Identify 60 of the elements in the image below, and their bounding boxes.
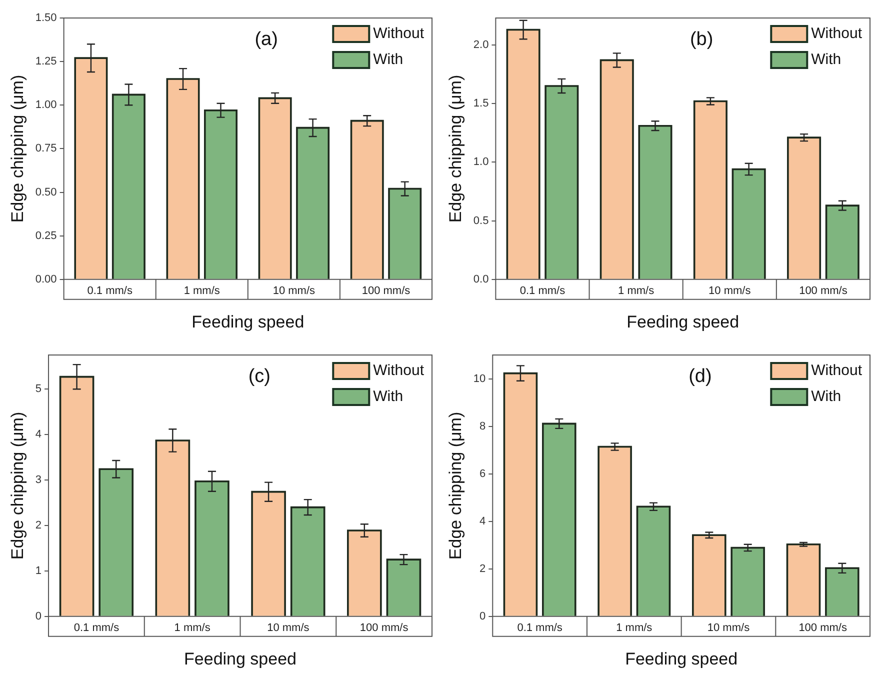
y-axis-title: Edge chipping (μm) <box>8 74 27 223</box>
legend-label: Without <box>373 25 425 42</box>
y-tick-label: 0 <box>480 610 486 622</box>
x-tick-label: 0.1 mm/s <box>74 622 120 634</box>
x-axis-title: Feeding speed <box>184 649 296 668</box>
x-tick-label: 100 mm/s <box>798 622 848 634</box>
y-tick-label: 3 <box>35 474 42 486</box>
legend-label: With <box>373 51 404 68</box>
y-axis-title: Edge chipping (μm) <box>8 412 27 560</box>
y-tick-label: 2 <box>35 520 42 532</box>
y-tick-label: 0.5 <box>473 214 489 227</box>
y-tick-label: 5 <box>35 383 42 396</box>
y-tick-label: 0.50 <box>35 186 57 198</box>
legend-label: Without <box>811 25 863 42</box>
y-axis-title: Edge chipping (μm) <box>446 74 465 223</box>
y-tick-label: 8 <box>480 420 486 432</box>
y-tick-label: 4 <box>35 428 42 441</box>
y-tick-label: 1 <box>35 564 42 577</box>
text: (b) <box>690 29 714 50</box>
y-tick-label: 0.0 <box>473 273 489 286</box>
y-tick-label: 1.00 <box>35 99 57 112</box>
x-tick-label: 0.1 mm/s <box>87 285 133 298</box>
y-tick-label: 1.5 <box>473 98 489 110</box>
y-tick-label: 2 <box>480 562 486 575</box>
x-tick-label: 1 mm/s <box>618 285 655 298</box>
y-tick-label: 0.25 <box>35 230 57 242</box>
x-tick-label: 0.1 mm/s <box>517 622 563 634</box>
legend-label: Without <box>811 362 863 380</box>
legend-label: With <box>811 388 842 406</box>
x-tick-label: 100 mm/s <box>360 622 409 634</box>
y-tick-label: 1.0 <box>473 156 489 168</box>
y-tick-label: 0 <box>35 610 42 622</box>
y-tick-label: 4 <box>480 515 486 528</box>
legend-label: Without <box>373 362 425 380</box>
y-axis-title: Edge chipping (μm) <box>446 412 465 560</box>
x-axis-title: Feeding speed <box>192 312 304 332</box>
text: (c) <box>248 366 271 388</box>
text: (d) <box>688 366 712 388</box>
x-tick-label: 1 mm/s <box>616 622 653 634</box>
legend-label: With <box>373 388 404 406</box>
legend-label: With <box>811 51 842 68</box>
y-tick-label: 0.00 <box>35 273 57 286</box>
x-axis-title: Feeding speed <box>625 649 738 668</box>
x-tick-label: 10 mm/s <box>708 285 752 298</box>
x-tick-label: 10 mm/s <box>267 622 310 634</box>
x-tick-label: 0.1 mm/s <box>520 285 566 298</box>
x-tick-label: 100 mm/s <box>362 285 411 298</box>
y-tick-label: 2.0 <box>473 38 489 51</box>
x-tick-label: 10 mm/s <box>707 622 750 634</box>
y-tick-label: 1.25 <box>35 56 57 68</box>
x-axis-title: Feeding speed <box>626 312 740 332</box>
x-tick-label: 10 mm/s <box>272 285 316 298</box>
text: (a) <box>254 29 278 50</box>
x-tick-label: 100 mm/s <box>799 285 848 298</box>
y-tick-label: 0.75 <box>35 142 57 155</box>
y-tick-label: 6 <box>480 468 486 480</box>
x-tick-label: 1 mm/s <box>174 622 211 634</box>
x-tick-label: 1 mm/s <box>184 285 220 298</box>
y-tick-label: 10 <box>473 372 486 385</box>
y-tick-label: 1.50 <box>35 12 57 24</box>
